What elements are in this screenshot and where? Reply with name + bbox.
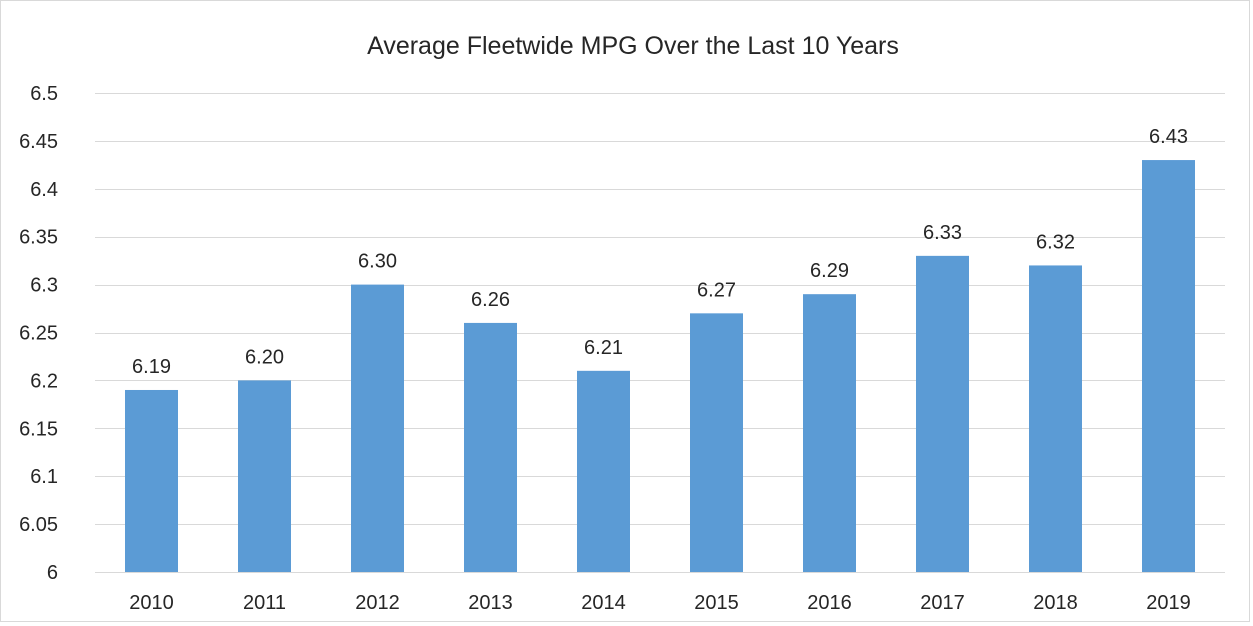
y-tick-label: 6.1 bbox=[30, 466, 58, 488]
bars bbox=[125, 160, 1195, 573]
x-axis-ticks: 2010 2011 2012 2013 2014 2015 2016 2017 2018 2019 bbox=[129, 592, 1191, 614]
y-tick-label: 6.35 bbox=[19, 227, 58, 249]
data-label-2018: 6.32 bbox=[1036, 231, 1075, 253]
bar-2017 bbox=[916, 255, 969, 573]
data-label-2012: 6.30 bbox=[358, 251, 397, 273]
x-tick-label-2014: 2014 bbox=[581, 592, 626, 614]
bar-2010 bbox=[125, 389, 178, 572]
x-tick-label-2015: 2015 bbox=[694, 592, 739, 614]
chart-title: Average Fleetwide MPG Over the Last 10 Y… bbox=[367, 32, 899, 60]
y-tick-label: 6.2 bbox=[30, 370, 58, 392]
bar-2018 bbox=[1029, 265, 1082, 572]
y-axis-ticks: 6 6.05 6.1 6.15 6.2 6.25 6.3 6.35 6.4 6.45 6.5 bbox=[19, 83, 58, 584]
x-tick-label-2011: 2011 bbox=[243, 592, 286, 614]
bar-2011 bbox=[238, 380, 291, 572]
data-label-2013: 6.26 bbox=[471, 289, 510, 311]
x-tick-label-2018: 2018 bbox=[1033, 592, 1078, 614]
y-tick-label: 6.45 bbox=[19, 131, 58, 153]
y-tick-label: 6 bbox=[47, 562, 58, 584]
data-label-2019: 6.43 bbox=[1149, 126, 1188, 148]
bar-2012 bbox=[351, 284, 404, 572]
data-label-2015: 6.27 bbox=[697, 279, 736, 301]
bar-2013 bbox=[464, 322, 517, 572]
x-tick-label-2017: 2017 bbox=[920, 592, 965, 614]
data-label-2014: 6.21 bbox=[584, 337, 623, 359]
x-tick-label-2010: 2010 bbox=[129, 592, 174, 614]
x-tick-label-2019: 2019 bbox=[1146, 592, 1191, 614]
x-tick-label-2016: 2016 bbox=[807, 592, 852, 614]
data-label-2011: 6.20 bbox=[245, 346, 284, 368]
y-tick-label: 6.15 bbox=[19, 418, 58, 440]
y-tick-label: 6.25 bbox=[19, 323, 58, 345]
y-tick-label: 6.5 bbox=[30, 83, 58, 105]
y-tick-label: 6.05 bbox=[19, 514, 58, 536]
y-tick-label: 6.3 bbox=[30, 275, 58, 297]
bar-2016 bbox=[803, 294, 856, 572]
y-tick-label: 6.4 bbox=[30, 179, 58, 201]
data-labels: 6.19 6.20 6.30 6.26 6.21 6.27 6.29 6.33 6.32 6.43 bbox=[132, 126, 1188, 378]
x-tick-label-2012: 2012 bbox=[355, 592, 400, 614]
x-tick-label-2013: 2013 bbox=[468, 592, 513, 614]
bar-2015 bbox=[690, 313, 743, 572]
bar-2014 bbox=[577, 370, 630, 572]
data-label-2017: 6.33 bbox=[923, 222, 962, 244]
bar-2019 bbox=[1142, 160, 1195, 572]
data-label-2010: 6.19 bbox=[132, 356, 171, 378]
data-label-2016: 6.29 bbox=[810, 260, 849, 282]
